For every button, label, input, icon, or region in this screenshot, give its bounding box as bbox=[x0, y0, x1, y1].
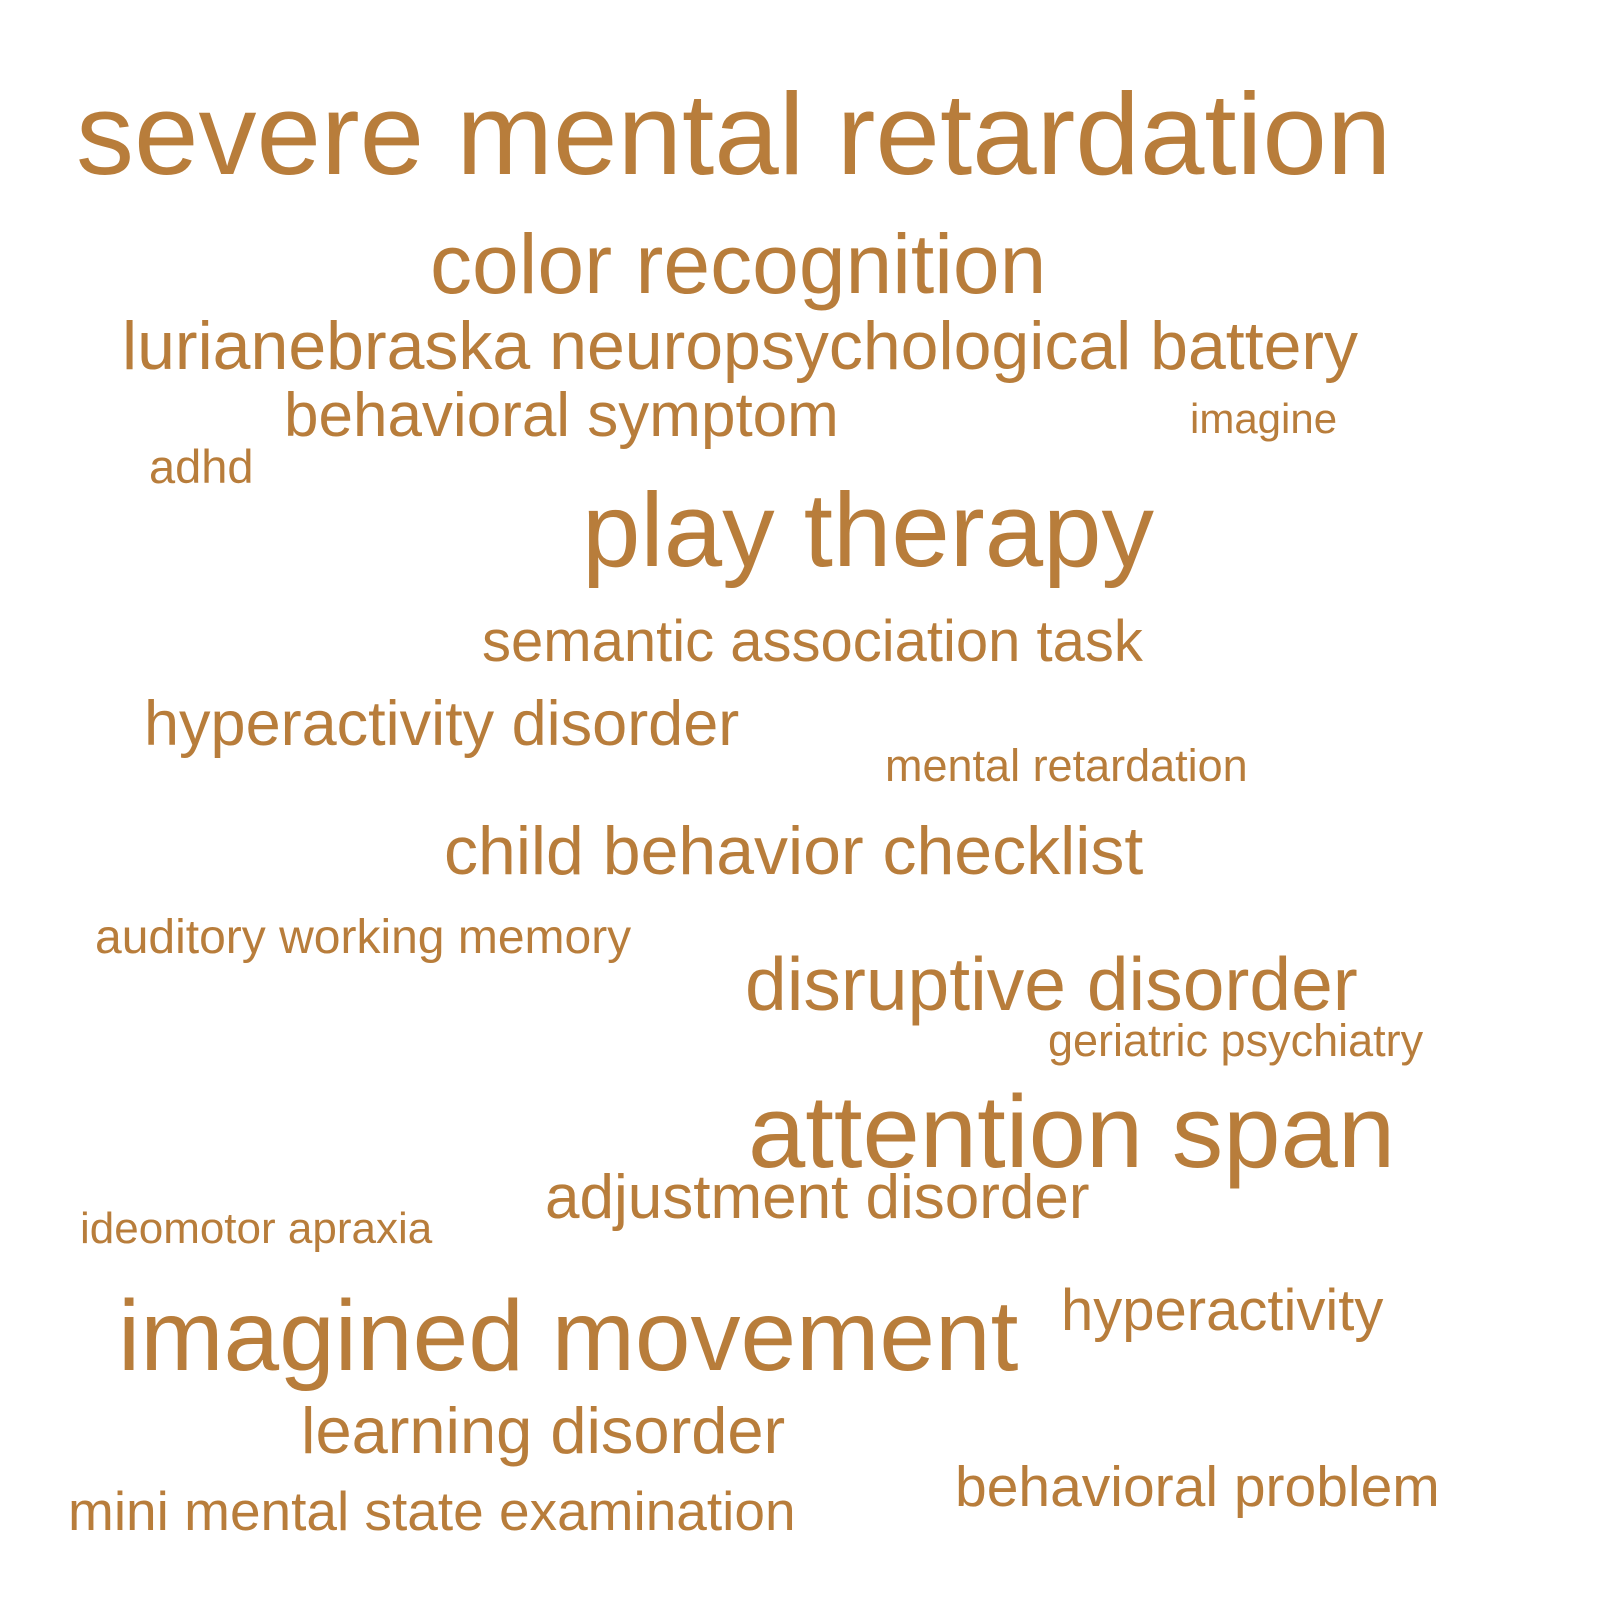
word-learning-disorder: learning disorder bbox=[301, 1394, 786, 1467]
word-lurianebraska-neuropsychological-battery: lurianebraska neuropsychological battery bbox=[122, 308, 1359, 384]
word-ideomotor-apraxia: ideomotor apraxia bbox=[80, 1204, 433, 1253]
word-child-behavior-checklist: child behavior checklist bbox=[444, 813, 1144, 889]
word-mental-retardation: mental retardation bbox=[885, 740, 1248, 791]
word-attention-span: attention span bbox=[748, 1074, 1396, 1189]
word-hyperactivity-disorder: hyperactivity disorder bbox=[144, 689, 740, 759]
word-adjustment-disorder: adjustment disorder bbox=[545, 1163, 1090, 1232]
word-auditory-working-memory: auditory working memory bbox=[95, 911, 632, 964]
word-play-therapy: play therapy bbox=[582, 472, 1155, 589]
word-color-recognition: color recognition bbox=[430, 217, 1047, 311]
word-semantic-association-task: semantic association task bbox=[482, 609, 1143, 674]
word-imagine: imagine bbox=[1190, 395, 1338, 442]
word-imagined-movement: imagined movement bbox=[118, 1280, 1019, 1392]
word-mini-mental-state-examination: mini mental state examination bbox=[68, 1480, 796, 1542]
word-hyperactivity: hyperactivity bbox=[1061, 1278, 1384, 1343]
word-adhd: adhd bbox=[149, 440, 254, 493]
word-disruptive-disorder: disruptive disorder bbox=[745, 942, 1358, 1026]
word-severe-mental-retardation: severe mental retardation bbox=[76, 69, 1392, 199]
word-behavioral-symptom: behavioral symptom bbox=[284, 381, 839, 450]
word-behavioral-problem: behavioral problem bbox=[955, 1455, 1440, 1519]
word-geriatric-psychiatry: geriatric psychiatry bbox=[1048, 1015, 1424, 1066]
